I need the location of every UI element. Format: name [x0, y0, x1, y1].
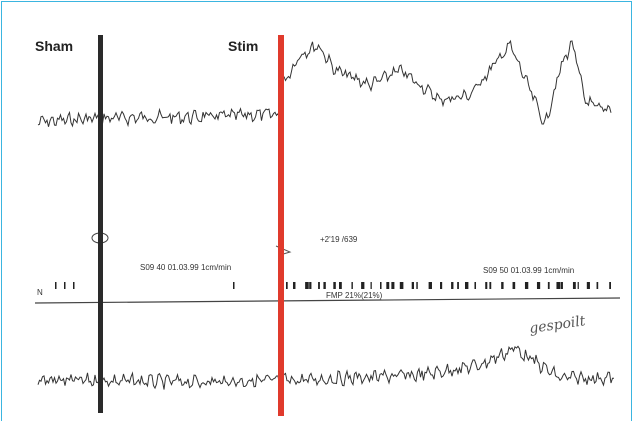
event-tick	[412, 282, 414, 289]
event-tick	[293, 282, 295, 289]
sham-line	[98, 35, 103, 413]
recording-text: S09 40 01.03.99 1cm/min	[140, 263, 231, 272]
event-tick	[318, 282, 320, 289]
event-tick	[440, 282, 442, 289]
event-tick	[286, 282, 288, 289]
recording-text: S09 50 01.03.99 1cm/min	[483, 266, 574, 275]
event-tick	[386, 282, 389, 289]
event-tick	[309, 282, 311, 289]
event-tick	[474, 282, 476, 289]
event-tick	[609, 282, 611, 289]
figure: Sham Stim +2'19 /639 S09 40 01.03.99 1cm…	[0, 0, 633, 421]
event-tick	[380, 282, 382, 289]
event-tick	[513, 282, 516, 289]
event-tick	[391, 282, 394, 289]
stim-line	[278, 35, 284, 416]
event-tick	[323, 282, 325, 289]
event-tick	[537, 282, 540, 289]
event-tick	[361, 282, 364, 289]
stim-label: Stim	[228, 38, 258, 54]
event-tick	[305, 282, 309, 289]
event-tick	[561, 282, 563, 289]
event-tick	[556, 282, 560, 289]
event-tick	[578, 282, 579, 289]
event-tick	[371, 282, 372, 289]
event-tick	[416, 282, 417, 289]
event-tick	[465, 282, 468, 289]
event-tick	[339, 282, 342, 289]
sham-label: Sham	[35, 38, 73, 54]
event-tick	[64, 282, 66, 289]
event-tick	[333, 282, 335, 289]
event-tick	[489, 282, 491, 289]
event-tick	[485, 282, 487, 289]
event-tick	[451, 282, 453, 289]
event-tick	[501, 282, 503, 289]
event-tick	[573, 282, 576, 289]
marker-text: +2'19 /639	[320, 235, 358, 244]
event-tick	[587, 282, 590, 289]
event-tick	[548, 282, 550, 289]
event-tick	[429, 282, 432, 289]
event-tick	[597, 282, 599, 289]
event-tick	[73, 282, 75, 289]
event-tick	[233, 282, 235, 289]
event-tick	[457, 282, 459, 289]
event-tick	[400, 282, 404, 289]
channel-text: N	[37, 288, 43, 297]
background	[0, 0, 633, 421]
event-tick	[525, 282, 528, 289]
event-tick	[351, 282, 352, 289]
fmp-text: FMP 21%(21%)	[326, 291, 383, 300]
event-tick	[55, 282, 57, 289]
